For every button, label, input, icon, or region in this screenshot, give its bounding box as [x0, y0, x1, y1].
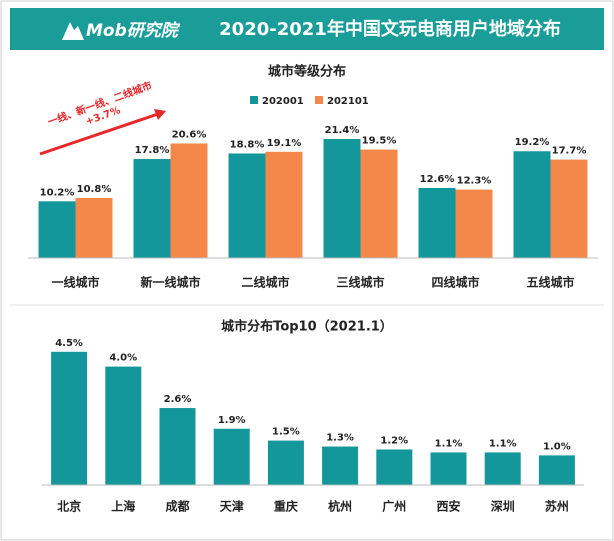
bar — [228, 153, 266, 258]
bar — [38, 201, 76, 258]
bar — [323, 139, 361, 258]
legend-swatch — [250, 96, 258, 104]
data-label: 12.3% — [457, 176, 492, 187]
x-tick-label: 二线城市 — [241, 275, 289, 290]
x-tick-label: 重庆 — [274, 499, 298, 514]
bar — [75, 197, 113, 258]
data-label: 2.6% — [164, 394, 192, 405]
x-tick-label: 广州 — [382, 499, 406, 514]
data-label: 20.6% — [172, 129, 207, 140]
x-tick-label: 北京 — [57, 499, 81, 514]
data-label: 17.8% — [135, 145, 170, 156]
bar — [322, 446, 359, 485]
bar — [484, 452, 521, 485]
data-label: 21.4% — [325, 125, 360, 136]
bar — [265, 151, 303, 258]
logo: Mob研究院 — [86, 21, 181, 41]
bar — [105, 366, 142, 485]
data-label: 10.2% — [40, 187, 75, 198]
x-tick-label: 一线城市 — [51, 275, 99, 290]
bar — [550, 159, 588, 258]
data-label: 1.0% — [543, 441, 571, 452]
x-tick-label: 苏州 — [545, 499, 569, 514]
legend-label: 202001 — [262, 96, 304, 107]
x-tick-label: 新一线城市 — [140, 275, 200, 290]
bar — [213, 428, 250, 485]
x-tick-label: 深圳 — [491, 499, 515, 514]
annotation-arrow — [39, 112, 159, 156]
x-tick-label: 五线城市 — [526, 275, 574, 290]
bar — [51, 351, 88, 485]
chart-title: 城市分布Top10（2021.1） — [221, 319, 393, 335]
annotation-arrowhead — [154, 109, 166, 120]
data-label: 4.0% — [109, 353, 137, 364]
x-tick-label: 杭州 — [328, 499, 352, 514]
legend-swatch — [315, 96, 323, 104]
data-label: 1.1% — [489, 438, 517, 449]
bar — [360, 149, 398, 258]
x-tick-label: 三线城市 — [336, 275, 384, 290]
bar — [170, 143, 208, 258]
bar — [418, 187, 456, 258]
header-bar — [10, 8, 604, 50]
bar — [455, 189, 493, 258]
bar — [159, 408, 196, 485]
x-tick-label: 天津 — [220, 499, 244, 514]
logo-icon — [62, 22, 84, 40]
data-label: 1.2% — [380, 435, 408, 446]
data-label: 1.9% — [218, 415, 246, 426]
data-label: 1.5% — [272, 427, 300, 438]
x-tick-label: 成都 — [165, 499, 189, 514]
x-tick-label: 上海 — [111, 499, 135, 514]
bar — [267, 440, 304, 485]
bar — [538, 455, 575, 485]
data-label: 19.2% — [515, 137, 550, 148]
data-label: 10.8% — [77, 184, 112, 195]
data-label: 19.1% — [267, 138, 302, 149]
bar — [430, 452, 467, 485]
x-tick-label: 西安 — [436, 499, 460, 514]
data-label: 12.6% — [420, 174, 455, 185]
data-label: 1.1% — [435, 438, 463, 449]
bar — [513, 151, 551, 258]
data-label: 4.5% — [55, 338, 83, 349]
x-tick-label: 四线城市 — [431, 275, 479, 290]
header-title: 2020-2021年中国文玩电商用户地域分布 — [219, 18, 561, 40]
data-label: 1.3% — [326, 433, 354, 444]
legend-label: 202101 — [327, 96, 369, 107]
bar — [376, 449, 413, 485]
chart-title: 城市等级分布 — [268, 64, 346, 80]
data-label: 18.8% — [230, 139, 265, 150]
data-label: 17.7% — [552, 146, 587, 157]
bar — [133, 159, 171, 258]
data-label: 19.5% — [362, 136, 397, 147]
